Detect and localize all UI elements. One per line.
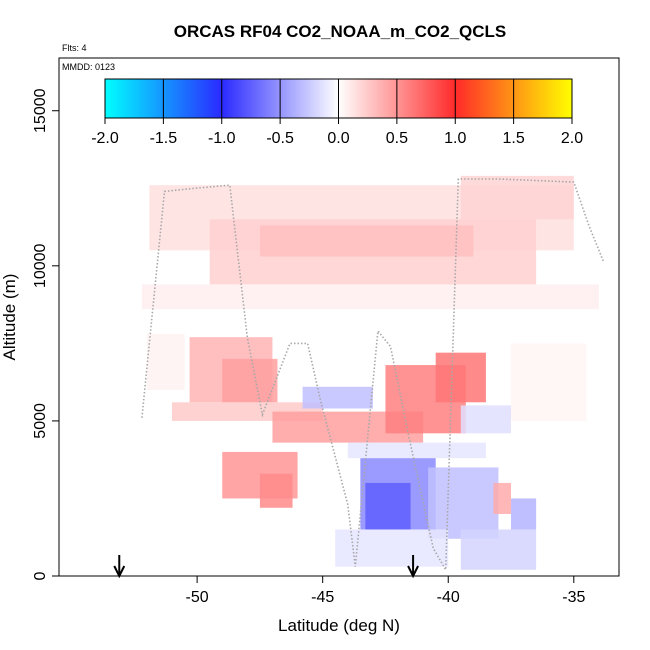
- colorbar-tick-label-7: 1.5: [503, 130, 525, 147]
- x-tick-label-0: -50: [186, 589, 209, 606]
- flights-note: Flts: 4: [62, 43, 87, 53]
- heatmap-cell-23: [146, 334, 185, 390]
- colorbar-tick-label-8: 2.0: [561, 130, 583, 147]
- x-tick-label-2: -40: [437, 589, 460, 606]
- heatmap-cell-21: [460, 405, 512, 434]
- heatmap-cell-4: [141, 284, 599, 310]
- axes: -50 -45 -40 -35 0 5000 10000 15000: [32, 88, 585, 606]
- plot-frame: [58, 57, 620, 577]
- flight-track: [141, 178, 605, 573]
- x-tick-label-1: -45: [311, 589, 334, 606]
- x-tick-label-3: -35: [562, 589, 585, 606]
- date-note: MMDD: 0123: [62, 62, 115, 72]
- heatmap-cell-24: [335, 529, 449, 567]
- colorbar-tick-label-5: 0.5: [386, 130, 408, 147]
- heatmap-cell-16: [428, 467, 499, 539]
- colorbar-tick-label-6: 1.0: [444, 130, 466, 147]
- colorbar-tick-label-1: -1.5: [150, 130, 178, 147]
- heatmap-cell-15: [365, 482, 411, 530]
- y-tick-label-1: 5000: [32, 403, 49, 439]
- heatmap-cell-17: [460, 529, 537, 570]
- y-tick-label-0: 0: [32, 571, 49, 580]
- heatmap-cell-22: [511, 343, 587, 421]
- heatmap-cell-12: [259, 473, 293, 508]
- y-tick-label-2: 10000: [32, 243, 49, 288]
- colorbar-tick-label-4: 0.0: [327, 130, 349, 147]
- arrow-marker-1: [407, 555, 419, 579]
- y-axis-label: Altitude (m): [0, 274, 19, 361]
- heatmap-cell-18: [493, 482, 512, 514]
- colorbar: -2.0 -1.5 -1.0 -0.5 0.0 0.5 1.0 1.5 2.0: [91, 78, 583, 147]
- heatmap-cell-13: [302, 386, 373, 409]
- heatmap-cell-3: [460, 175, 574, 220]
- flight-track-line: [141, 178, 605, 573]
- x-axis-label: Latitude (deg N): [278, 616, 400, 635]
- arrow-marker-0: [113, 555, 126, 579]
- heatmap-cell-19: [511, 498, 537, 530]
- colorbar-tick-label-0: -2.0: [91, 130, 119, 147]
- chart-title: ORCAS RF04 CO2_NOAA_m_CO2_QCLS: [174, 22, 507, 41]
- heatmap-cells: [141, 175, 599, 570]
- heatmap-cell-2: [259, 225, 474, 257]
- colorbar-tick-label-2: -1.0: [208, 130, 236, 147]
- arrow-markers: [113, 555, 419, 579]
- heatmap-cell-10: [435, 352, 486, 403]
- heatmap-cell-20: [347, 442, 486, 459]
- colorbar-tick-label-3: -0.5: [266, 130, 294, 147]
- y-tick-label-3: 15000: [32, 88, 49, 133]
- heatmap-cell-6: [222, 358, 278, 403]
